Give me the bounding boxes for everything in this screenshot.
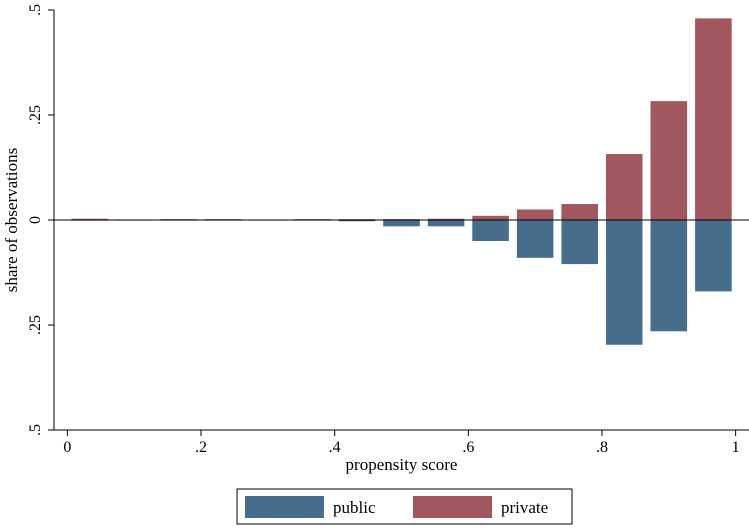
bar-private-14 bbox=[695, 18, 732, 221]
y-tick-label-4: .5 bbox=[27, 424, 44, 436]
bar-private-0 bbox=[71, 218, 108, 220]
bar-public-8 bbox=[427, 220, 465, 227]
legend-swatch-public bbox=[245, 496, 324, 518]
x-axis-title: propensity score bbox=[346, 455, 458, 474]
y-tick-label-2: 0 bbox=[27, 216, 44, 224]
x-tick-label-0: 0 bbox=[63, 439, 71, 456]
x-tick-label-4: .8 bbox=[596, 439, 608, 456]
x-tick-label-1: .2 bbox=[195, 439, 207, 456]
y-axis: .5 .25 0 .25 .5 bbox=[27, 4, 55, 436]
bar-public-14 bbox=[695, 220, 732, 292]
legend: public private bbox=[236, 488, 573, 525]
x-tick-label-3: .6 bbox=[462, 439, 474, 456]
x-tick-label-5: 1 bbox=[732, 439, 740, 456]
y-tick-label-0: .5 bbox=[27, 4, 44, 16]
bar-private-8 bbox=[427, 218, 465, 220]
bars-group bbox=[71, 18, 732, 345]
bar-public-13 bbox=[650, 220, 688, 332]
y-axis-title: share of observations bbox=[2, 148, 21, 292]
bar-private-9 bbox=[472, 215, 509, 220]
bar-public-12 bbox=[605, 220, 643, 345]
bar-private-10 bbox=[516, 209, 554, 220]
bar-public-11 bbox=[561, 220, 599, 265]
y-tick-label-3: .25 bbox=[27, 315, 44, 335]
legend-label-private: private bbox=[501, 498, 548, 517]
x-tick-label-2: .4 bbox=[329, 439, 341, 456]
bar-public-9 bbox=[472, 220, 509, 241]
bar-public-10 bbox=[516, 220, 554, 258]
bar-public-7 bbox=[383, 220, 420, 227]
legend-label-public: public bbox=[333, 498, 376, 517]
bar-public-6 bbox=[338, 220, 376, 222]
x-axis: 0 .2 .4 .6 .8 1 bbox=[54, 429, 749, 456]
y-tick-label-1: .25 bbox=[27, 105, 44, 125]
legend-swatch-private bbox=[413, 496, 492, 518]
bar-private-13 bbox=[650, 101, 688, 220]
bar-private-11 bbox=[561, 204, 599, 220]
bar-private-12 bbox=[605, 154, 643, 220]
